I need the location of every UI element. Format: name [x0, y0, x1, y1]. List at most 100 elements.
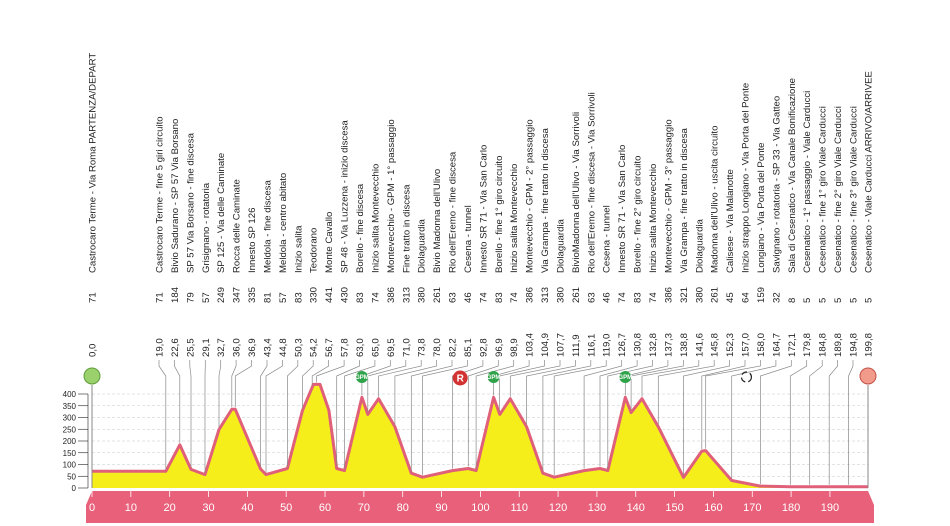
waypoint-km: 29,1: [201, 338, 212, 357]
waypoint-label: Diolaguardia: [417, 218, 428, 273]
waypoint-km: 50,3: [293, 338, 304, 357]
waypoint-line: [624, 360, 669, 396]
waypoint-label: Montevecchio - GPM - 2° passaggio: [525, 119, 536, 273]
waypoint-label: Cesenatico - fine 2° giro Viale Carducci: [833, 106, 844, 273]
waypoint-line: [809, 360, 823, 485]
waypoint-altitude: 5: [802, 298, 813, 303]
waypoint-line: [467, 360, 499, 467]
x-tick-label: 50: [280, 502, 292, 514]
waypoint-altitude: 249: [216, 287, 227, 303]
waypoint-altitude: 321: [679, 287, 690, 303]
waypoint-altitude: 5: [818, 298, 829, 303]
waypoint-altitude: 74: [648, 292, 659, 303]
waypoint-line: [287, 360, 299, 467]
waypoint-altitude: 63: [448, 292, 459, 303]
profile-line: [92, 382, 868, 489]
waypoint-label: Savignano - rotatoria - SP 33 - Via Gatt…: [771, 96, 782, 273]
waypoint-line: [493, 360, 530, 396]
waypoint-line: [526, 360, 576, 425]
waypoint-km: 65,0: [370, 338, 381, 357]
waypoint-altitude: 83: [293, 292, 304, 303]
waypoint-altitude: 335: [247, 287, 258, 303]
gpm-marker: [487, 371, 500, 383]
waypoint-line: [701, 360, 746, 450]
waypoint-km: 63,0: [355, 338, 366, 357]
x-tick-label: 180: [782, 502, 800, 514]
x-tick-label: 170: [743, 502, 761, 514]
waypoint-altitude: 64: [741, 292, 752, 303]
waypoint-line: [234, 360, 252, 408]
waypoint-line: [316, 360, 345, 383]
waypoint-label: Bivio Sadurano - SP 57 Via Borsano: [170, 119, 181, 273]
waypoint-label: Inizio strappo Longiano - Via Porta del …: [741, 83, 752, 273]
waypoint-label: Cesenatico - fine 3° giro Viale Carducci: [849, 106, 860, 273]
waypoint-label: SP 48 - Via Luzzena - inizio discesa: [340, 120, 351, 273]
waypoint-km: 132,8: [648, 333, 659, 357]
x-tick-label: 80: [397, 502, 409, 514]
waypoint-label: Inizio salita Montevecchio: [370, 164, 381, 273]
waypoint-km: 36,0: [232, 338, 243, 357]
waypoint-label: Castrocaro Terme - Via Roma PARTENZA/DEP…: [88, 53, 99, 273]
waypoint-label: Grisignano - rotatoria: [201, 182, 212, 273]
gpm-marker-label: GPM: [355, 375, 369, 381]
waypoint-label: Cesenatico - Viale Carducci ARRIVO/ARRIV…: [864, 71, 875, 273]
waypoint-km: 98,9: [509, 338, 520, 357]
waypoint-altitude: 386: [525, 287, 536, 303]
waypoint-altitude: 81: [263, 292, 274, 303]
waypoint-line: [189, 360, 192, 468]
waypoint-line: [683, 360, 730, 476]
waypoint-km: 78,0: [432, 338, 443, 357]
waypoint-label: Meldola - centro abitato: [278, 173, 289, 273]
x-tick-label: 130: [588, 502, 606, 514]
x-tick-label: 110: [510, 502, 528, 514]
x-tick-label: 10: [125, 502, 137, 514]
waypoint-altitude: 71: [88, 292, 99, 303]
waypoint-label: Borello - fine 2° giro circuito: [633, 156, 644, 273]
waypoint-line: [361, 360, 391, 396]
waypoint-altitude: 430: [340, 287, 351, 303]
grid-lines: [92, 393, 868, 477]
waypoint-line: [499, 360, 545, 412]
waypoint-label: Innesto SP 126: [247, 208, 258, 273]
waypoint-line: [607, 360, 653, 469]
waypoint-altitude: 261: [432, 287, 443, 303]
x-tick-label: 100: [471, 502, 489, 514]
waypoint-label: Innesto SR 71 - Via San Carlo: [617, 145, 628, 273]
waypoint-km: 199,8: [864, 333, 875, 357]
gpm-marker-label: GPM: [487, 375, 501, 381]
waypoint-label: Cesena - tunnel: [602, 205, 613, 273]
x-tick-label: 70: [358, 502, 370, 514]
profile-fill: [92, 384, 868, 488]
y-tick-label: 350: [63, 402, 77, 411]
waypoint-km: 82,2: [448, 338, 459, 357]
start-marker: [83, 367, 101, 385]
waypoint-altitude: 5: [864, 298, 875, 303]
x-tick-label: 0: [89, 502, 95, 514]
waypoint-label: Inizio salita: [293, 225, 304, 273]
waypoint-line: [583, 360, 623, 469]
y-tick-label: 150: [63, 449, 77, 458]
waypoint-km: 179,8: [802, 333, 813, 357]
waypoint-km: 57,8: [340, 338, 351, 357]
waypoint-label: Monte Cavallo: [324, 212, 335, 273]
waypoint-km: 36,9: [247, 338, 258, 357]
waypoint-label: Calisese - Via Malanotte: [725, 169, 736, 273]
waypoint-altitude: 74: [617, 292, 628, 303]
waypoint-km: 164,7: [771, 333, 782, 357]
y-tick-label: 250: [63, 425, 77, 434]
waypoint-altitude: 313: [540, 287, 551, 303]
waypoint-altitude: 32: [771, 292, 782, 303]
waypoint-km: 111,9: [571, 334, 582, 357]
waypoint-km: 19,0: [155, 338, 166, 357]
sprint-marker-label: R: [457, 374, 465, 385]
waypoint-altitude: 71: [155, 292, 166, 303]
waypoint-label: Inizio salita Montevecchio: [648, 164, 659, 273]
x-tick-label: 30: [202, 502, 214, 514]
x-tick-label: 120: [549, 502, 567, 514]
waypoint-line: [760, 360, 792, 485]
waypoint-label: Sala di Cesenatico - Via Canale Bonifica…: [787, 78, 798, 273]
y-tick-label: 0: [72, 484, 77, 493]
waypoint-line: [452, 360, 484, 469]
y-tick-label: 200: [63, 437, 77, 446]
waypoint-label: Cesenatico - 1° passaggio - Viale Carduc…: [802, 91, 813, 273]
